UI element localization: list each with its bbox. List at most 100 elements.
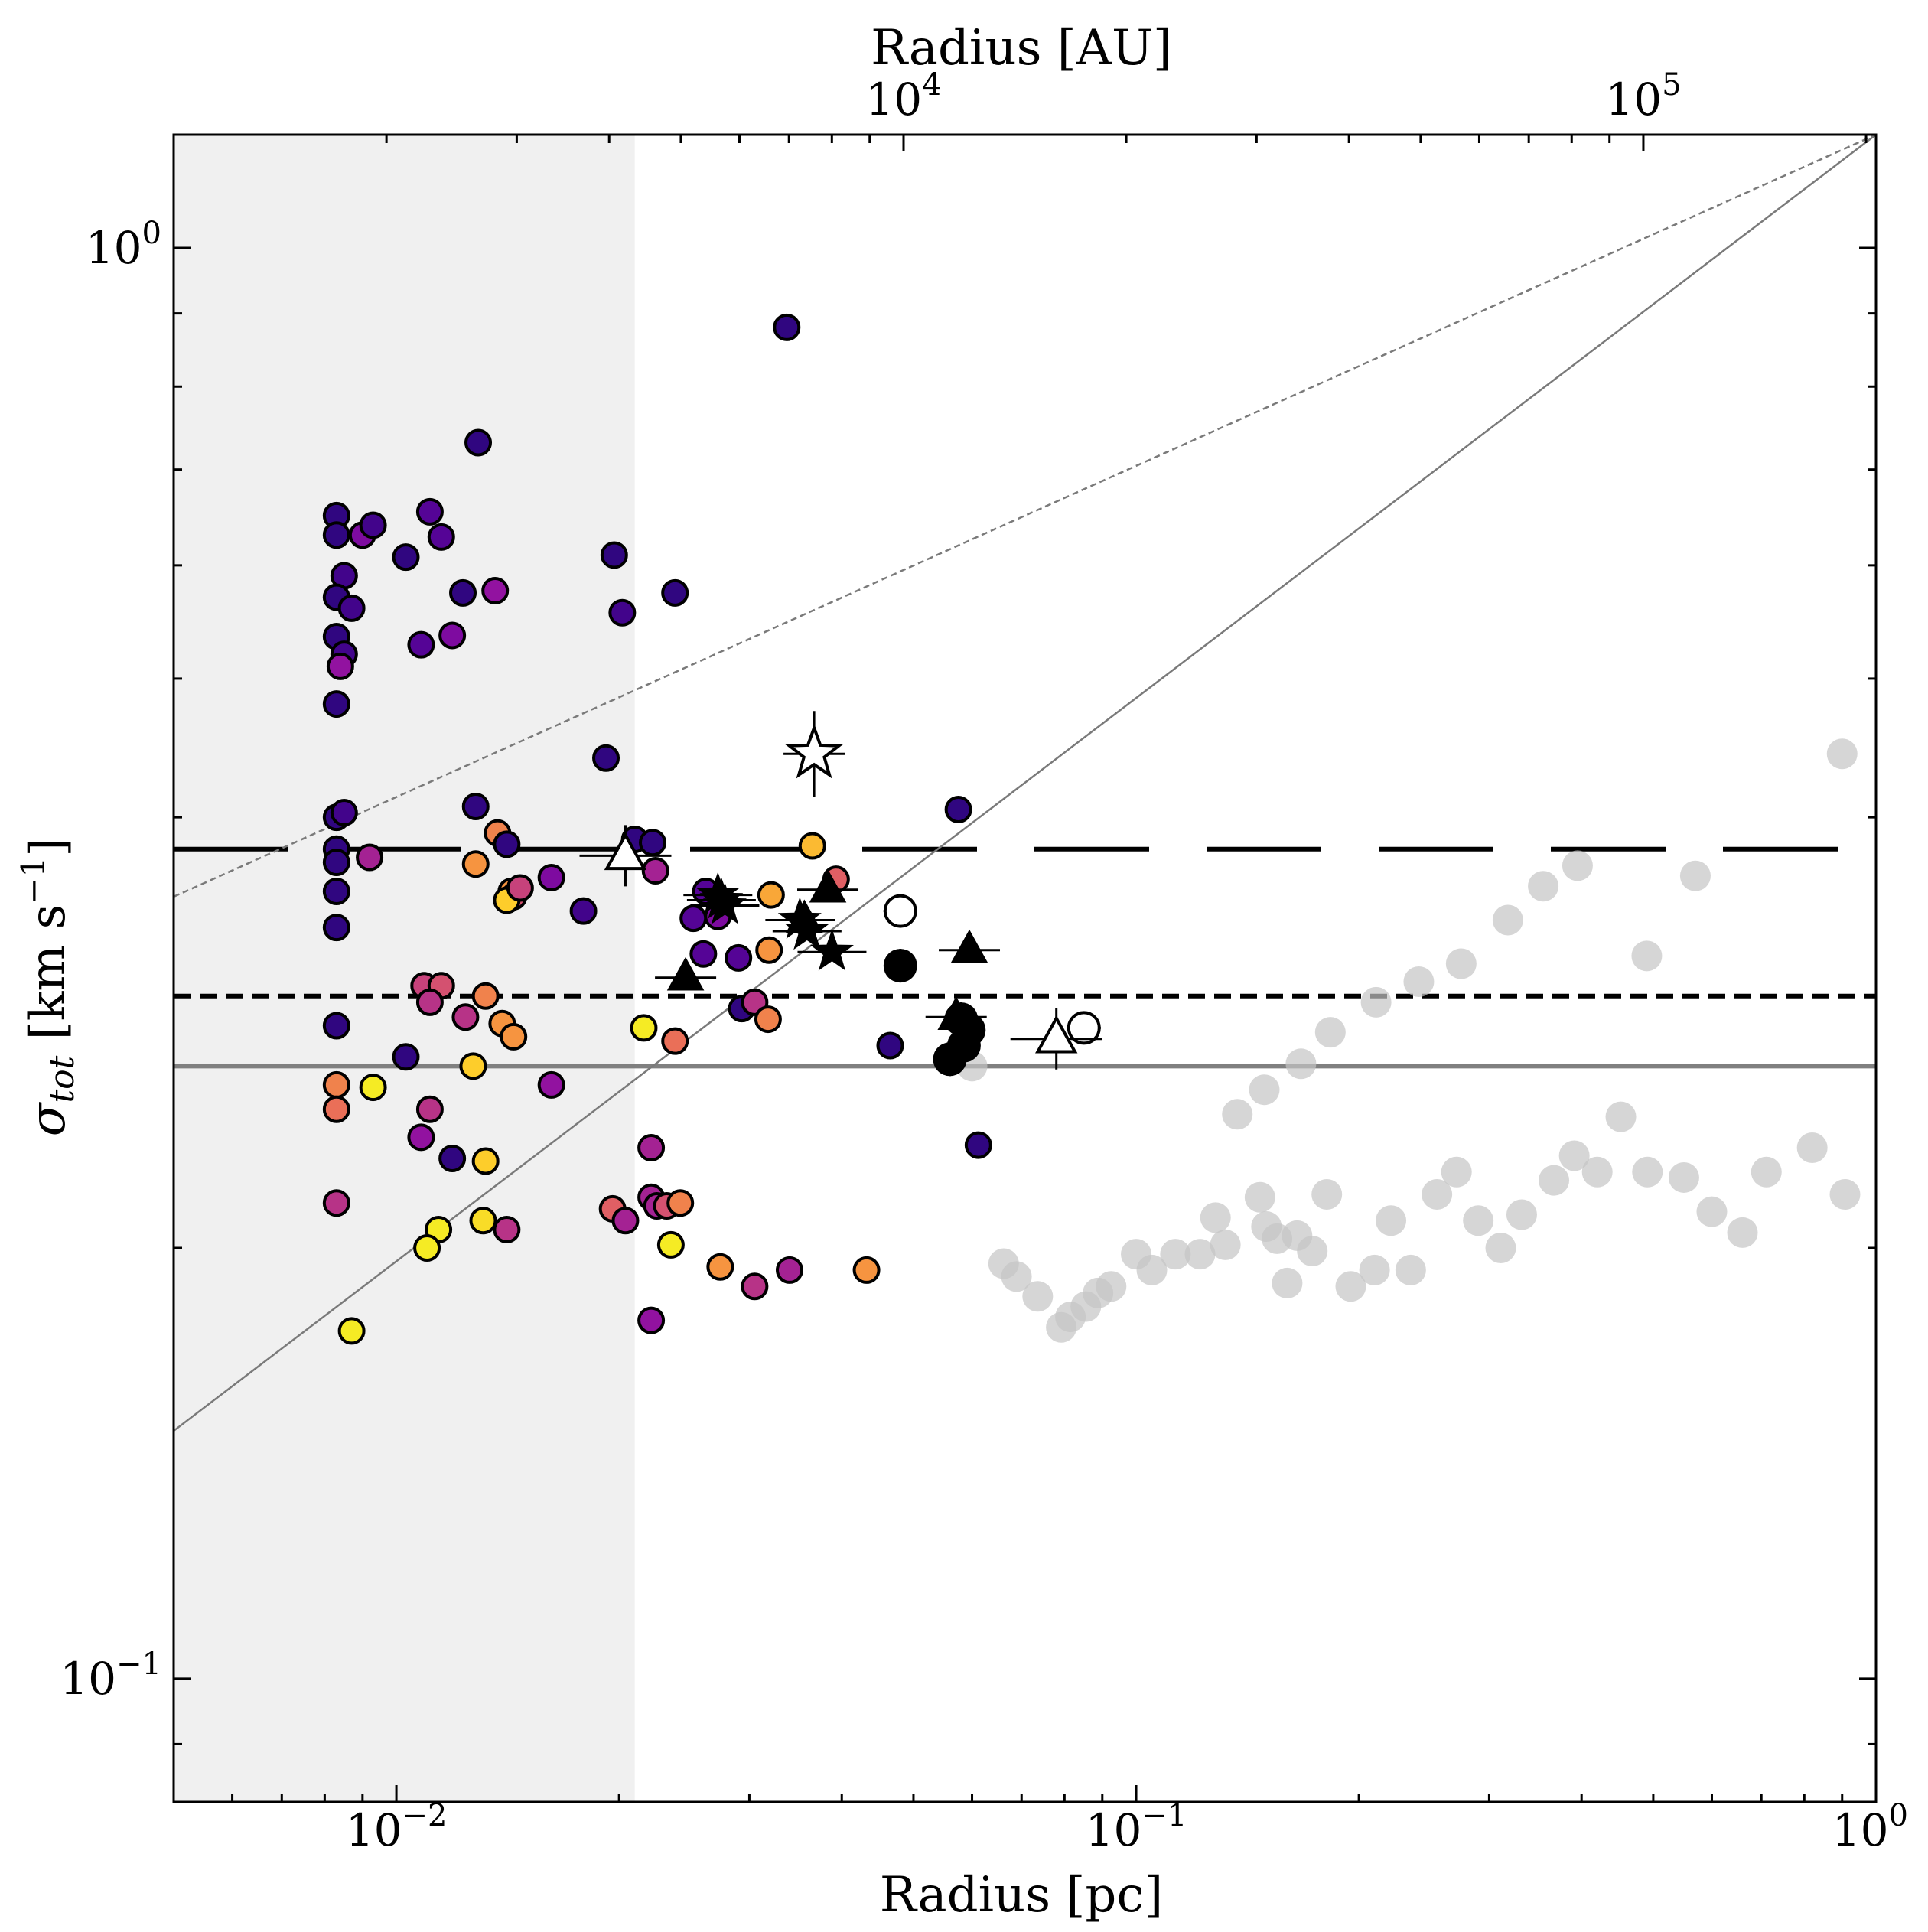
circle-gray-point xyxy=(1210,1229,1241,1260)
x-tick-label: 10−1 xyxy=(1086,1798,1187,1856)
circle-gray-point xyxy=(1679,860,1711,891)
circle-gray-point xyxy=(1222,1099,1253,1130)
circle-colored-point xyxy=(741,1272,769,1301)
x2-tick-label-base: 10 xyxy=(1605,73,1662,125)
star-open-point xyxy=(785,723,843,779)
circle-gray-point xyxy=(1539,1165,1570,1196)
x-tick-label: 100 xyxy=(1832,1798,1908,1856)
circle-gray-point xyxy=(1492,904,1523,936)
circle-colored-point xyxy=(326,652,354,680)
circle-gray-point xyxy=(1528,871,1559,902)
circle-colored-point xyxy=(392,1043,420,1071)
circle-gray-point xyxy=(1022,1281,1054,1312)
circle-colored-point xyxy=(537,863,565,891)
circle-colored-point xyxy=(630,1014,658,1042)
circle-gray-point xyxy=(1422,1179,1453,1210)
circle-colored-point xyxy=(459,1052,487,1080)
circle-colored-point xyxy=(322,878,350,906)
circle-colored-point xyxy=(754,1005,782,1034)
triangle-open-point xyxy=(1035,1015,1078,1054)
circle-colored-point xyxy=(471,982,500,1010)
circle-gray-point xyxy=(1314,1017,1346,1048)
circle-colored-point xyxy=(493,830,521,858)
circle-gray-point xyxy=(1360,986,1392,1018)
y-tick-label: 100 xyxy=(86,216,161,274)
circle-colored-point xyxy=(322,690,350,718)
y-axis-label: σtot [km s−1] xyxy=(15,838,82,1136)
circle-colored-point xyxy=(661,1027,689,1055)
circle-gray-point xyxy=(1403,966,1435,997)
circle-colored-point xyxy=(637,1306,666,1334)
circle-colored-point xyxy=(415,988,444,1016)
triangle-filled-point xyxy=(809,868,847,903)
circle-gray-point xyxy=(1272,1267,1303,1298)
circle-gray-point xyxy=(1727,1217,1758,1248)
triangle-filled-point xyxy=(950,929,988,963)
triangle-filled-point xyxy=(666,956,705,991)
circle-gray-point xyxy=(1096,1271,1127,1302)
x2-tick-label-exponent: 4 xyxy=(922,67,941,103)
circle-gray-point xyxy=(1311,1179,1343,1210)
circle-colored-point xyxy=(415,1095,444,1123)
circle-colored-point xyxy=(322,1012,350,1040)
circle-gray-point xyxy=(1376,1205,1407,1236)
y-label-exponent: −1 xyxy=(15,857,52,904)
x-tick-label-exponent: 0 xyxy=(1889,1798,1908,1833)
circle-colored-point xyxy=(438,1144,467,1172)
y-label-symbol: σ xyxy=(20,1101,77,1136)
circle-gray-point xyxy=(1696,1196,1728,1227)
y-label-units: [km s xyxy=(20,904,77,1056)
x-axis-label: Radius [pc] xyxy=(880,1867,1163,1924)
circle-gray-point xyxy=(1160,1239,1191,1270)
circle-gray-point xyxy=(1200,1202,1231,1233)
circle-colored-point xyxy=(413,1233,441,1262)
circle-colored-point xyxy=(438,621,467,650)
circle-colored-point xyxy=(415,497,444,526)
circle-colored-point xyxy=(469,1207,497,1235)
circle-gray-point xyxy=(1445,948,1477,979)
x2-tick-label-base: 10 xyxy=(865,73,922,125)
circle-gray-point xyxy=(1244,1181,1275,1213)
circle-gray-point xyxy=(1558,1140,1590,1171)
x-tick-label-exponent: −2 xyxy=(402,1798,448,1833)
circle-colored-point xyxy=(322,914,350,942)
x2-tick-label: 105 xyxy=(1605,67,1681,125)
circle-gray-point xyxy=(1395,1254,1426,1285)
circle-colored-point xyxy=(481,577,510,605)
circle-colored-point xyxy=(661,578,689,607)
circle-colored-point xyxy=(964,1131,992,1159)
x-tick-label-base: 10 xyxy=(1086,1804,1142,1856)
plot-frame xyxy=(172,133,1878,1803)
circle-gray-point xyxy=(1184,1239,1216,1270)
circle-colored-point xyxy=(322,1189,350,1217)
triangle-filled-point xyxy=(786,899,823,933)
circle-gray-point xyxy=(1136,1254,1168,1285)
circle-colored-point xyxy=(608,598,637,627)
star-filled-point xyxy=(809,929,854,971)
circle-gray-point xyxy=(1001,1261,1032,1292)
circle-colored-point xyxy=(451,1003,480,1031)
circle-gray-point xyxy=(1751,1156,1782,1188)
circle-colored-point xyxy=(656,1230,685,1259)
y-tick-label-base: 10 xyxy=(60,1653,116,1705)
circle-colored-point xyxy=(359,511,387,539)
circle-colored-point xyxy=(852,1256,881,1284)
x-tick-label-base: 10 xyxy=(1832,1804,1889,1856)
circle-colored-point xyxy=(706,1253,734,1281)
circle-colored-point xyxy=(464,428,493,457)
circle-gray-point xyxy=(1631,940,1663,972)
circle-colored-point xyxy=(569,897,598,925)
shaded-region xyxy=(174,135,635,1802)
circle-colored-point xyxy=(461,850,490,878)
circle-colored-point xyxy=(641,857,669,885)
circle-colored-point xyxy=(757,881,785,909)
x2-axis-label: Radius [AU] xyxy=(871,20,1172,77)
circle-colored-point xyxy=(322,1095,350,1123)
circle-colored-point xyxy=(427,523,455,551)
powerlaw-solid-line xyxy=(174,135,1876,1432)
circle-gray-point xyxy=(1796,1132,1828,1164)
circle-colored-point xyxy=(537,1070,565,1099)
circle-gray-point xyxy=(1632,1156,1663,1188)
circle-gray-point xyxy=(1441,1156,1472,1188)
